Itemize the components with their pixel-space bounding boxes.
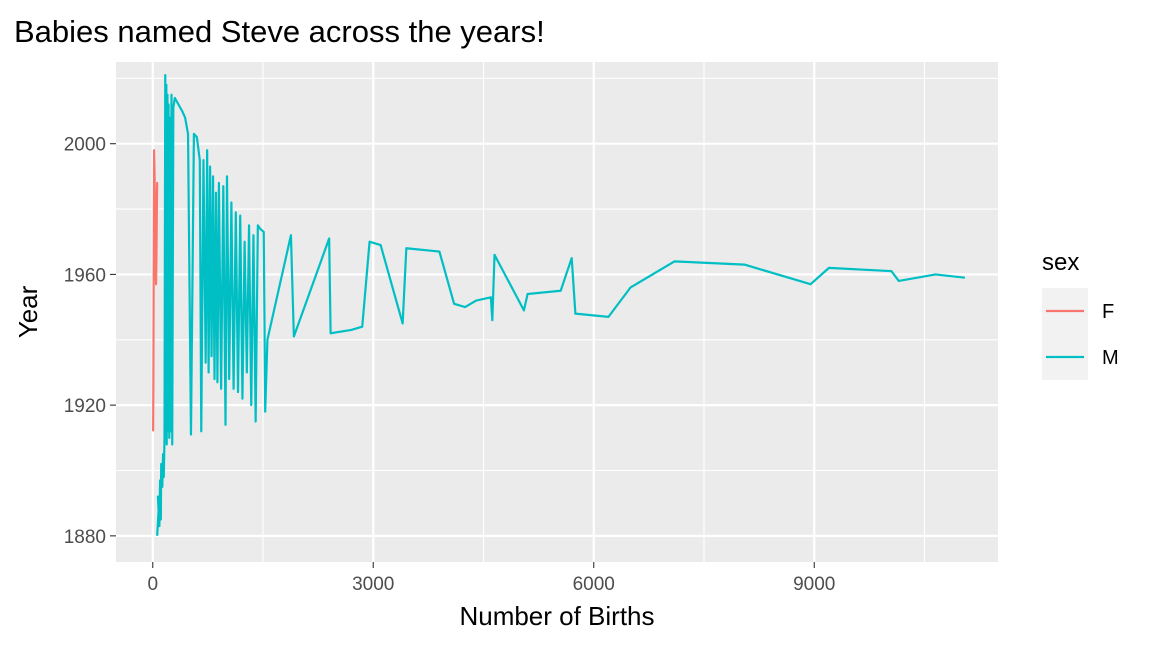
- x-axis-title: Number of Births: [459, 601, 654, 631]
- minor-gridlines: [116, 62, 998, 562]
- x-tick-label: 3000: [352, 574, 394, 595]
- x-tick-label: 6000: [573, 574, 615, 595]
- y-axis: 1880 1920 1960 2000: [64, 135, 116, 548]
- major-gridlines: [116, 62, 998, 562]
- legend-label-M: M: [1102, 347, 1119, 369]
- series-line-F: [152, 149, 159, 432]
- legend-title: sex: [1042, 249, 1079, 276]
- y-tick-label: 2000: [64, 135, 106, 156]
- y-tick-label: 1880: [64, 527, 106, 548]
- legend-label-F: F: [1102, 301, 1114, 323]
- legend-keys: FM: [1042, 288, 1119, 380]
- chart-title: Babies named Steve across the years!: [14, 14, 545, 49]
- legend: sex FM: [1042, 249, 1119, 380]
- series-line-M: [156, 73, 966, 536]
- y-tick-label: 1960: [64, 265, 106, 286]
- x-tick-label: 0: [147, 574, 158, 595]
- y-tick-label: 1920: [64, 396, 106, 417]
- x-tick-label: 9000: [793, 574, 835, 595]
- x-axis: 0 3000 6000 9000: [147, 562, 835, 595]
- y-axis-title: Year: [13, 285, 43, 338]
- series-lines: [152, 73, 966, 536]
